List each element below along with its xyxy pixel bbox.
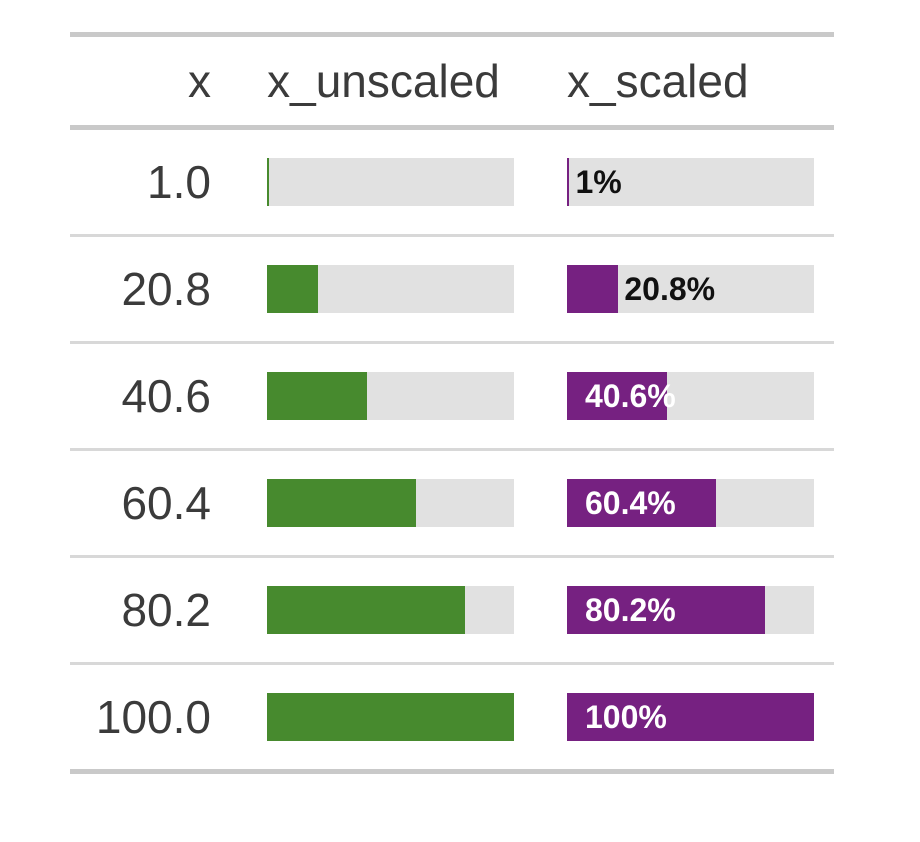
scaled-bar-cell: 40.6%: [567, 372, 814, 420]
scaled-bar-label: 60.4%: [585, 485, 676, 521]
percent-bar-table: x x_unscaled x_scaled 1.0 1% 20.8: [70, 32, 834, 774]
column-header-x-unscaled: x_unscaled: [267, 55, 500, 107]
row-separator: [70, 341, 834, 344]
unscaled-bar-cell: [267, 479, 514, 527]
scaled-bar-label: 100%: [585, 699, 667, 735]
scaled-bar-cell: 20.8%: [567, 265, 814, 313]
table-row: 100.0 100%: [70, 665, 834, 769]
scaled-bar-label: 40.6%: [585, 378, 676, 414]
unscaled-bar-fill: [267, 158, 270, 206]
scaled-bar-fill: [567, 586, 766, 634]
row-separator: [70, 662, 834, 665]
scaled-bar-cell: 60.4%: [567, 479, 814, 527]
unscaled-bar-cell: [267, 158, 514, 206]
row-separator: [70, 555, 834, 558]
scaled-bar-label: 80.2%: [585, 592, 676, 628]
scaled-bar-cell: 100%: [567, 693, 814, 741]
scaled-bar-fill: [567, 372, 668, 420]
unscaled-bar-track: [267, 586, 514, 634]
scaled-bar-fill: [567, 158, 570, 206]
table-row: 40.6 40.6%: [70, 344, 834, 448]
unscaled-bar-cell: [267, 265, 514, 313]
scaled-bar-fill: [567, 479, 717, 527]
unscaled-bar-track: [267, 479, 514, 527]
scaled-bar-label: 20.8%: [624, 271, 716, 307]
unscaled-bar-cell: [267, 693, 514, 741]
unscaled-bar-fill: [267, 479, 417, 527]
scaled-bar-cell: 80.2%: [567, 586, 814, 634]
scaled-bar-track: 1%: [567, 158, 814, 206]
unscaled-bar-fill: [267, 693, 514, 741]
unscaled-bar-cell: [267, 586, 514, 634]
unscaled-bar-track: [267, 265, 514, 313]
x-value: 80.2: [121, 584, 211, 636]
x-value: 60.4: [121, 477, 211, 529]
scaled-bar-label: 1%: [575, 164, 622, 200]
scaled-bar-track: 80.2%: [567, 586, 814, 634]
header-row: x x_unscaled x_scaled: [70, 37, 834, 125]
scaled-bar-fill: [567, 693, 814, 741]
x-value: 20.8: [121, 263, 211, 315]
scaled-bar-track: 60.4%: [567, 479, 814, 527]
column-header-x-scaled: x_scaled: [567, 55, 749, 107]
scaled-bar-track: 20.8%: [567, 265, 814, 313]
unscaled-bar-fill: [267, 372, 368, 420]
row-separator: [70, 234, 834, 237]
table-row: 1.0 1%: [70, 130, 834, 234]
bottom-rule: [70, 769, 834, 774]
scaled-bar-fill: [567, 265, 619, 313]
top-rule: [70, 32, 834, 37]
column-header-x: x: [188, 55, 211, 107]
unscaled-bar-fill: [267, 586, 466, 634]
unscaled-bar-fill: [267, 265, 319, 313]
unscaled-bar-cell: [267, 372, 514, 420]
scaled-bar-track: 100%: [567, 693, 814, 741]
unscaled-bar-track: [267, 372, 514, 420]
table-row: 60.4 60.4%: [70, 451, 834, 555]
unscaled-bar-track: [267, 158, 514, 206]
table-row: 20.8 20.8%: [70, 237, 834, 341]
x-value: 40.6: [121, 370, 211, 422]
x-value: 1.0: [147, 156, 211, 208]
row-separator: [70, 448, 834, 451]
unscaled-bar-track: [267, 693, 514, 741]
header-rule: [70, 125, 834, 130]
x-value: 100.0: [95, 691, 211, 743]
scaled-bar-cell: 1%: [567, 158, 814, 206]
scaled-bar-track: 40.6%: [567, 372, 814, 420]
table-row: 80.2 80.2%: [70, 558, 834, 662]
